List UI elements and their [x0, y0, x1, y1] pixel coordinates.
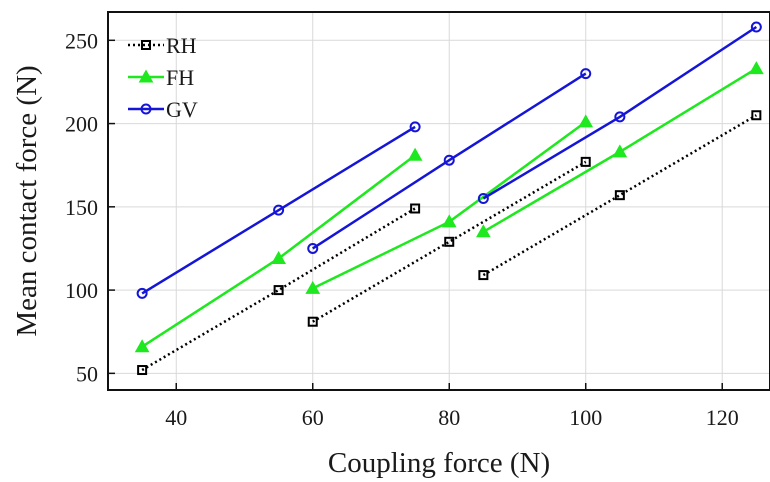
legend: RH FH GV — [128, 33, 198, 122]
data-point-fh — [612, 144, 628, 158]
data-point-gv — [307, 242, 319, 254]
axis-ticks: 40 60 80 100 120 50 100 150 200 250 — [65, 28, 739, 430]
x-tick-label: 120 — [706, 405, 739, 430]
x-tick-label: 40 — [165, 405, 187, 430]
series-line-gv — [482, 25, 758, 200]
plot-frame — [107, 11, 770, 391]
data-point-fh — [134, 339, 150, 353]
data-point-fh — [271, 250, 286, 264]
data-point-fh — [305, 280, 321, 294]
y-tick-label: 200 — [65, 112, 98, 137]
data-point-rh — [444, 236, 455, 247]
grid — [108, 12, 770, 390]
data-point-gv — [614, 111, 626, 123]
x-tick-label: 80 — [438, 405, 460, 430]
legend-label-rh: RH — [166, 33, 197, 58]
y-tick-label: 50 — [76, 361, 98, 386]
legend-label-gv: GV — [166, 97, 198, 122]
y-tick-label: 250 — [65, 28, 98, 53]
data-point-fh — [748, 61, 764, 75]
data-point-gv — [443, 154, 455, 166]
y-tick-label: 150 — [65, 195, 98, 220]
data-point-rh — [478, 270, 489, 281]
legend-label-fh: FH — [166, 65, 194, 90]
series-rh — [137, 110, 762, 376]
legend-marker-fh — [138, 69, 154, 83]
data-point-gv — [580, 68, 592, 80]
data-point-fh — [578, 114, 594, 128]
data-point-fh — [441, 214, 457, 228]
data-point-rh — [307, 316, 318, 327]
data-point-fh — [407, 147, 423, 161]
x-axis-title: Coupling force (N) — [328, 447, 550, 479]
data-point-gv — [477, 193, 489, 205]
x-tick-label: 60 — [302, 405, 324, 430]
data-point-rh — [137, 365, 148, 376]
data-point-rh — [273, 285, 284, 296]
data-point-rh — [751, 110, 762, 121]
series-line-gv — [312, 72, 587, 250]
data-point-gv — [136, 287, 148, 299]
series-gv — [136, 21, 762, 299]
y-tick-label: 100 — [65, 278, 98, 303]
series-line-gv — [141, 125, 416, 295]
x-tick-label: 100 — [569, 405, 602, 430]
data-point-gv — [750, 21, 762, 33]
data-point-gv — [273, 204, 285, 216]
data-point-gv — [409, 121, 421, 133]
data-point-rh — [410, 203, 421, 214]
plot-series — [134, 21, 764, 376]
legend-marker-gv — [140, 103, 152, 115]
y-axis-title: Mean contact force (N) — [11, 65, 43, 336]
data-point-rh — [614, 190, 625, 201]
series-fh — [134, 61, 764, 353]
data-point-rh — [580, 156, 591, 167]
data-point-fh — [476, 224, 491, 238]
legend-marker-rh — [141, 40, 151, 50]
